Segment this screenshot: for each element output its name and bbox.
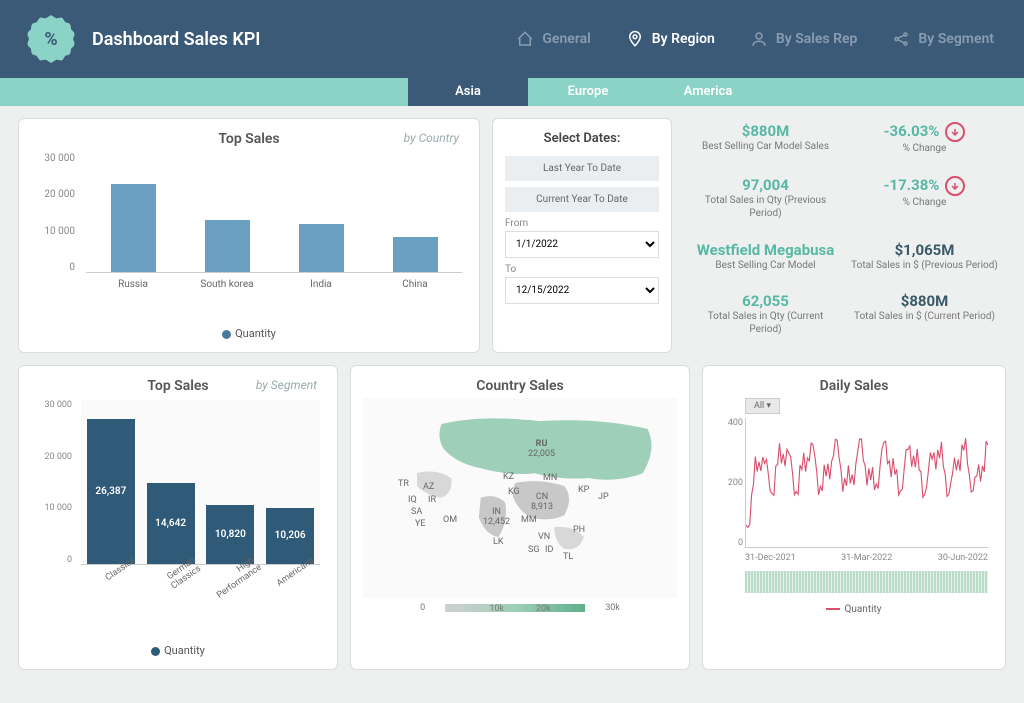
top-segment-subtitle: by Segment xyxy=(256,378,317,392)
map-label-jp: JP xyxy=(598,493,609,503)
map-label-lk: LK xyxy=(493,538,504,548)
daily-x-0: 31-Dec-2021 xyxy=(745,553,796,563)
map-label-ru: RU22,005 xyxy=(528,440,555,460)
map-label-om: OM xyxy=(443,516,457,526)
map-label-tl: TL xyxy=(563,553,573,563)
map-label-ir: IR xyxy=(428,496,436,506)
dashboard-title: Dashboard Sales KPI xyxy=(92,29,260,50)
dates-title: Select Dates: xyxy=(505,131,659,146)
country-map: RU22,005 CN8,913 IN12,452 MN KZ KG TR AZ… xyxy=(363,398,677,598)
percent-icon: % xyxy=(44,29,57,50)
daily-sales-card: Daily Sales All ▾ 4002000 31-Dec-2021 31… xyxy=(702,365,1006,670)
daily-sales-title: Daily Sales xyxy=(715,378,993,394)
last-year-btn[interactable]: Last Year To Date xyxy=(505,156,659,181)
from-date-select[interactable]: 1/1/2022 xyxy=(505,231,659,258)
kpi-item: -36.03%% Change xyxy=(851,122,998,168)
tab-segment[interactable]: By Segment xyxy=(892,30,994,48)
subtab-asia[interactable]: Asia xyxy=(408,78,528,106)
kpi-item: $880MTotal Sales in $ (Current Period) xyxy=(851,292,998,349)
top-sales-subtitle: by Country xyxy=(404,131,459,145)
current-year-btn[interactable]: Current Year To Date xyxy=(505,187,659,212)
map-label-ph: PH xyxy=(573,526,585,536)
daily-legend: Quantity xyxy=(715,604,993,615)
map-label-cn: CN8,913 xyxy=(531,493,553,513)
from-label: From xyxy=(505,218,659,229)
subtab-europe[interactable]: Europe xyxy=(528,78,648,106)
map-label-vn: VN xyxy=(538,533,550,543)
map-label-kg: KG xyxy=(508,488,520,498)
tab-region-label: By Region xyxy=(652,31,715,47)
daily-x-2: 30-Jun-2022 xyxy=(938,553,988,563)
kpi-item: $1,065MTotal Sales in $ (Previous Period… xyxy=(851,241,998,285)
kpi-item: 97,004Total Sales in Qty (Previous Perio… xyxy=(692,176,839,233)
person-icon xyxy=(750,30,768,48)
top-sales-card: Top Sales by Country 30 00020 00010 0000… xyxy=(18,118,480,353)
map-label-ye: YE xyxy=(415,520,426,530)
daily-filter-btn[interactable]: All ▾ xyxy=(745,398,780,414)
tab-salesrep[interactable]: By Sales Rep xyxy=(750,30,858,48)
map-label-mm: MM xyxy=(521,516,537,526)
tab-general-label: General xyxy=(542,31,590,47)
map-label-sg: SG xyxy=(528,546,539,556)
top-segment-title: Top Sales by Segment xyxy=(31,378,325,394)
top-sales-legend: Quantity xyxy=(31,327,467,340)
map-label-iq: IQ xyxy=(408,496,417,506)
kpi-item: -17.38%% Change xyxy=(851,176,998,233)
tab-salesrep-label: By Sales Rep xyxy=(776,31,858,47)
logo-badge: % xyxy=(30,18,72,60)
top-segment-legend: Quantity xyxy=(31,644,325,657)
tab-general[interactable]: General xyxy=(516,30,590,48)
top-segment-chart: 30 00020 00010 0000 26,38714,64210,82010… xyxy=(31,400,325,620)
daily-sales-chart: All ▾ 4002000 31-Dec-2021 31-Mar-2022 30… xyxy=(715,398,993,598)
subtab-america[interactable]: America xyxy=(648,78,768,106)
map-label-tr: TR xyxy=(398,480,409,490)
pin-icon xyxy=(626,30,644,48)
map-label-mn: MN xyxy=(543,474,557,484)
map-label-kz: KZ xyxy=(503,473,514,483)
map-label-id: ID xyxy=(545,546,553,556)
daily-overview-strip[interactable] xyxy=(745,571,988,593)
region-subnav: Asia Europe America xyxy=(0,78,1024,106)
country-sales-title: Country Sales xyxy=(363,378,677,394)
map-label-kp: KP xyxy=(578,486,589,496)
map-label-sa: SA xyxy=(411,508,422,518)
nav-tabs: General By Region By Sales Rep By Segmen… xyxy=(516,30,994,48)
top-sales-title: Top Sales by Country xyxy=(31,131,467,147)
dates-card: Select Dates: Last Year To Date Current … xyxy=(492,118,672,353)
kpi-grid: $880MBest Selling Car Model Sales -36.03%… xyxy=(684,118,1006,353)
kpi-item: $880MBest Selling Car Model Sales xyxy=(692,122,839,168)
tab-region[interactable]: By Region xyxy=(626,30,715,48)
top-segment-card: Top Sales by Segment 30 00020 00010 0000… xyxy=(18,365,338,670)
home-icon xyxy=(516,30,534,48)
to-label: To xyxy=(505,264,659,275)
tab-segment-label: By Segment xyxy=(918,31,994,47)
share-icon xyxy=(892,30,910,48)
country-sales-card: Country Sales RU22,005 CN8,913 IN12,452 … xyxy=(350,365,690,670)
kpi-item: 62,055Total Sales in Qty (Current Period… xyxy=(692,292,839,349)
header: % Dashboard Sales KPI General By Region … xyxy=(0,0,1024,78)
kpi-item: Westfield MegabusaBest Selling Car Model xyxy=(692,241,839,285)
to-date-select[interactable]: 12/15/2022 xyxy=(505,277,659,304)
top-sales-chart: 30 00020 00010 0000 RussiaSouth koreaInd… xyxy=(31,153,467,303)
map-label-az: AZ xyxy=(423,483,434,493)
map-label-in: IN12,452 xyxy=(483,508,510,528)
daily-x-1: 31-Mar-2022 xyxy=(841,553,892,563)
